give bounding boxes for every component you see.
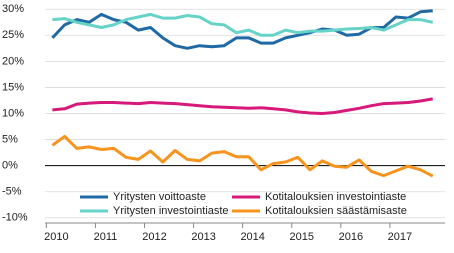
y-tick-label: 0% [2, 160, 18, 172]
series-line [52, 97, 433, 115]
y-tick-label: 5% [2, 133, 18, 145]
y-tick-label: -10% [2, 212, 28, 224]
x-tick-label: 2012 [142, 231, 166, 243]
x-tick-label: 2013 [191, 231, 215, 243]
series-line [52, 12, 434, 37]
x-tick-label: 2014 [240, 231, 264, 243]
x-tick-label: 2015 [290, 231, 314, 243]
x-tick-label: 2017 [388, 231, 412, 243]
y-tick-label: 15% [2, 81, 24, 93]
x-tick-label: 2016 [339, 231, 363, 243]
y-tick-label: 25% [2, 29, 24, 41]
x-tick-label: 2010 [44, 231, 68, 243]
legend-label: Kotitalouksien investointiaste [265, 191, 406, 203]
series-line [51, 134, 434, 178]
y-tick-label: 30% [2, 3, 24, 15]
legend-label: Yritysten investointiaste [113, 205, 229, 217]
x-tick-label: 2011 [94, 231, 118, 243]
legend-label: Yritysten voittoaste [113, 191, 206, 203]
y-tick-label: 20% [2, 55, 24, 67]
legend-label: Kotitalouksien säästämisaste [265, 205, 407, 217]
y-tick-label: 10% [2, 107, 24, 119]
y-tick-label: -5% [2, 186, 22, 198]
